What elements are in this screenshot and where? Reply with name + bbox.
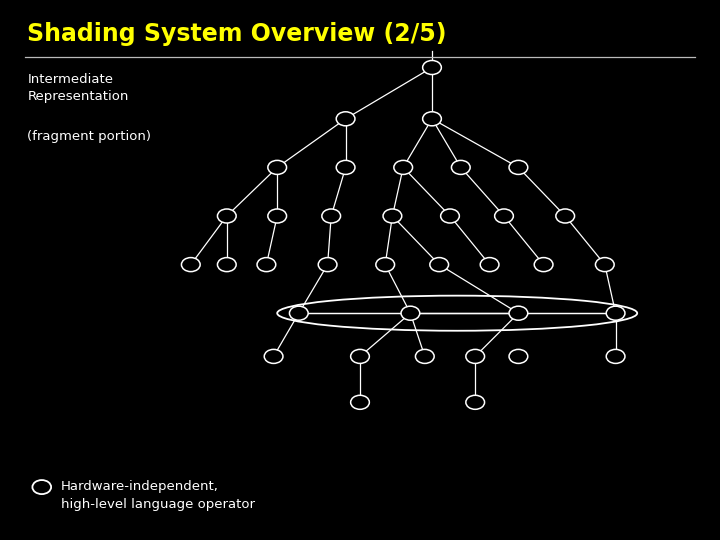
Circle shape: [268, 209, 287, 223]
Text: Shading System Overview (2/5): Shading System Overview (2/5): [27, 22, 447, 45]
Circle shape: [264, 349, 283, 363]
Circle shape: [336, 112, 355, 126]
Text: Hardware-independent,
high-level language operator: Hardware-independent, high-level languag…: [61, 480, 255, 510]
Text: (fragment portion): (fragment portion): [27, 130, 151, 143]
Circle shape: [556, 209, 575, 223]
Circle shape: [430, 258, 449, 272]
Circle shape: [534, 258, 553, 272]
Circle shape: [322, 209, 341, 223]
Circle shape: [423, 60, 441, 75]
Circle shape: [595, 258, 614, 272]
Circle shape: [217, 209, 236, 223]
Circle shape: [394, 160, 413, 174]
Circle shape: [606, 306, 625, 320]
Circle shape: [181, 258, 200, 272]
Circle shape: [217, 258, 236, 272]
Circle shape: [509, 349, 528, 363]
Circle shape: [466, 395, 485, 409]
Circle shape: [509, 160, 528, 174]
Circle shape: [606, 349, 625, 363]
Circle shape: [480, 258, 499, 272]
Circle shape: [415, 349, 434, 363]
Circle shape: [376, 258, 395, 272]
Text: Intermediate
Representation: Intermediate Representation: [27, 73, 129, 103]
Circle shape: [257, 258, 276, 272]
Circle shape: [466, 349, 485, 363]
Circle shape: [351, 395, 369, 409]
Circle shape: [268, 160, 287, 174]
Circle shape: [351, 349, 369, 363]
Circle shape: [289, 306, 308, 320]
Circle shape: [423, 112, 441, 126]
Circle shape: [32, 480, 51, 494]
Circle shape: [451, 160, 470, 174]
Circle shape: [336, 160, 355, 174]
Circle shape: [509, 306, 528, 320]
Circle shape: [495, 209, 513, 223]
Circle shape: [383, 209, 402, 223]
Circle shape: [318, 258, 337, 272]
Circle shape: [441, 209, 459, 223]
Circle shape: [401, 306, 420, 320]
